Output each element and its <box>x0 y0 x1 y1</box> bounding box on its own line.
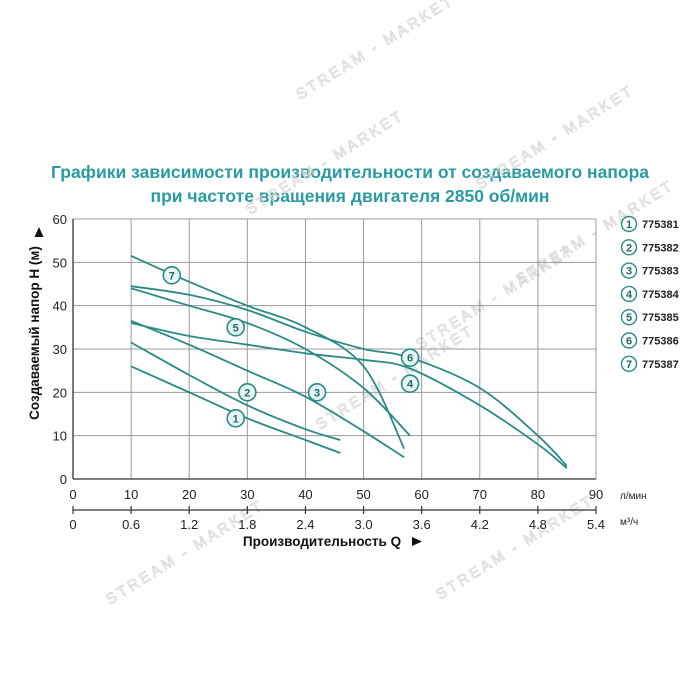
x-axis-title: Производительность Q <box>243 534 401 549</box>
axes: 0 10 20 30 40 50 60 0 10 20 30 40 50 60 70 80 90 л/мин 0 0.… <box>27 212 647 549</box>
x2-tick-label: 5.4 <box>587 517 605 532</box>
x2-unit-label: м³/ч <box>620 517 638 528</box>
y-tick-label: 30 <box>53 342 67 357</box>
legend-entry-775384: 775384 <box>642 289 680 301</box>
curve-775384 <box>130 322 568 469</box>
curve-markers: 1 2 3 4 5 6 7 <box>162 266 420 428</box>
x-axis-arrow <box>412 537 422 546</box>
x-unit-label: л/мин <box>620 491 647 502</box>
chart-title-line-2: при частоте вращения двигателя 2850 об/м… <box>150 186 550 206</box>
curve-marker-label: 3 <box>314 387 320 399</box>
curve-marker-5 <box>226 318 246 337</box>
x-tick-label: 50 <box>356 487 370 502</box>
legend-entry-775386: 775386 <box>642 336 679 348</box>
x-tick-label: 40 <box>298 487 312 502</box>
curve-775386 <box>130 285 568 467</box>
curve-marker-3 <box>307 383 327 402</box>
legend-marker-label: 2 <box>626 242 632 254</box>
x-tick-label: 10 <box>124 487 138 502</box>
legend-marker-7 <box>620 355 638 372</box>
y-tick-label: 60 <box>53 212 67 227</box>
legend-marker-label: 4 <box>626 289 633 301</box>
curve-775383 <box>130 319 405 459</box>
legend-marker-4 <box>620 285 638 303</box>
curve-775385 <box>130 287 411 437</box>
watermark-text: STREAM - MARKET <box>243 107 407 219</box>
x2-tick-label: 1.2 <box>180 517 198 532</box>
legend-entry-775387: 775387 <box>642 359 679 371</box>
legend-marker-label: 1 <box>626 219 632 231</box>
curve-marker-4 <box>400 374 420 393</box>
y-tick-label: 20 <box>53 385 67 400</box>
watermark-text: STREAM - MARKET <box>413 242 577 354</box>
legend-entry-775381: 775381 <box>642 219 679 231</box>
watermark-text: STREAM - MARKET <box>313 322 477 434</box>
curve-marker-label: 2 <box>244 387 250 399</box>
curve-775382 <box>130 341 341 441</box>
grid <box>73 218 597 479</box>
legend: 1 775381 2 775382 3 775383 4 775384 5 775385 6 7753… <box>620 215 680 372</box>
chart-title-line-1: Графики зависимости производительности о… <box>51 162 649 182</box>
x2-tick-label: 3.0 <box>355 517 373 532</box>
x-tick-label: 90 <box>589 487 603 502</box>
watermark-text: STREAM - MARKET <box>433 492 597 604</box>
x2-tick-label: 2.4 <box>296 517 314 532</box>
y-tick-label: 50 <box>53 255 67 270</box>
x2-tick-label: 4.8 <box>529 517 547 532</box>
legend-marker-6 <box>620 332 638 349</box>
x-tick-label: 0 <box>69 487 76 502</box>
legend-marker-label: 3 <box>626 266 632 278</box>
curve-marker-1 <box>226 409 246 428</box>
legend-marker-5 <box>620 309 638 326</box>
y-tick-label: 10 <box>53 429 67 444</box>
curve-775387 <box>130 254 406 450</box>
legend-entry-775382: 775382 <box>642 242 679 254</box>
curve-marker-label: 1 <box>233 413 239 425</box>
curve-marker-label: 4 <box>407 379 414 391</box>
watermark-text: STREAM - MARKET <box>473 82 637 194</box>
x2-tick-label: 4.2 <box>471 517 489 532</box>
curve-marker-6 <box>400 348 420 367</box>
legend-marker-2 <box>620 239 638 256</box>
x-tick-label: 30 <box>240 487 254 502</box>
curve-marker-2 <box>238 383 257 402</box>
x-tick-label: 80 <box>531 487 545 502</box>
y-axis-arrow <box>34 227 44 237</box>
curve-marker-label: 5 <box>233 322 239 334</box>
curve-775381 <box>130 365 341 454</box>
legend-marker-1 <box>620 215 638 233</box>
legend-marker-label: 7 <box>626 359 632 371</box>
legend-entry-775383: 775383 <box>642 266 679 278</box>
legend-marker-label: 6 <box>626 336 632 348</box>
curve-marker-label: 6 <box>407 353 413 365</box>
x2-tick-label: 0 <box>69 517 76 532</box>
watermark-text: STREAM - MARKET <box>103 497 267 609</box>
curves <box>130 254 568 469</box>
chart-title: Графики зависимости производительности о… <box>0 160 700 208</box>
x-tick-label: 70 <box>473 487 487 502</box>
legend-entry-775385: 775385 <box>642 312 679 324</box>
legend-marker-label: 5 <box>626 312 632 324</box>
curve-marker-7 <box>162 266 182 285</box>
curve-marker-label: 7 <box>169 270 175 282</box>
legend-marker-3 <box>620 262 638 279</box>
y-tick-label: 0 <box>60 472 67 487</box>
y-tick-label: 40 <box>53 299 67 314</box>
y-axis-title: Создаваемый напор H (м) <box>27 246 42 420</box>
x-tick-label: 20 <box>182 487 196 502</box>
x2-tick-label: 1.8 <box>238 517 256 532</box>
x2-tick-label: 3.6 <box>413 517 431 532</box>
watermark-text: STREAM - MARKET <box>293 0 457 103</box>
x-tick-label: 60 <box>414 487 428 502</box>
x2-tick-label: 0.6 <box>122 517 140 532</box>
